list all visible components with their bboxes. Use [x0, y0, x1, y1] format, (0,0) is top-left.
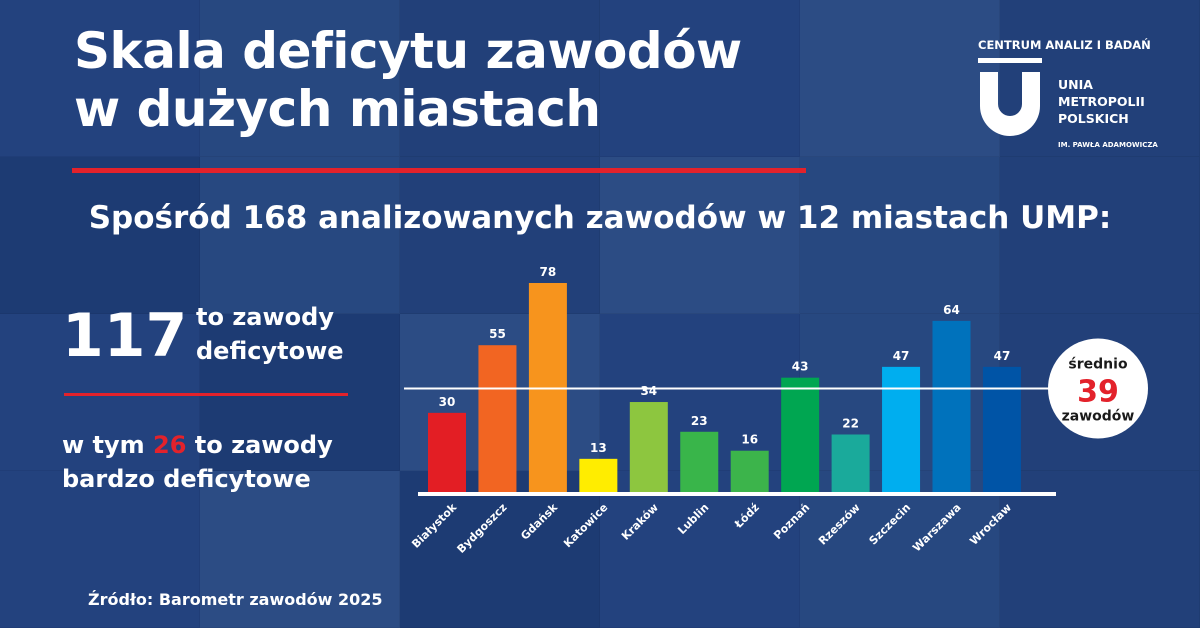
average-badge: średnio 39 zawodów [1048, 338, 1148, 439]
category-tick-label: Poznań [771, 501, 812, 542]
bar-6 [730, 450, 769, 494]
logo-name-line-2: METROPOLII [1058, 94, 1145, 109]
bar-11 [982, 366, 1021, 494]
ump-logo: CENTRUM ANALIZ I BADAŃ UNIA METROPOLII P… [978, 38, 1188, 158]
bar-value-label: 30 [439, 395, 456, 409]
source-note: Źródło: Barometr zawodów 2025 [88, 590, 383, 609]
severe-suffix: to zawody [194, 431, 333, 459]
average-circle [1048, 338, 1148, 439]
bar-value-label: 64 [943, 303, 960, 317]
logo-subtext: IM. PAWŁA ADAMOWICZA [1058, 141, 1158, 149]
bar-3 [579, 458, 618, 494]
logo-u-icon [978, 58, 1042, 136]
bar-0 [428, 412, 466, 494]
bar-value-label: 16 [741, 433, 758, 447]
bar-8 [831, 434, 870, 494]
title-line-1: Skala deficytu zawodów [74, 22, 742, 80]
category-tick-label: Lublin [675, 501, 711, 537]
category-tick-label: Katowice [561, 501, 610, 550]
average-value: 39 [1077, 375, 1119, 410]
category-tick-label: Gdańsk [518, 500, 560, 542]
average-label-top: średnio [1068, 357, 1128, 373]
bar-value-label: 34 [640, 384, 657, 398]
category-tick-label: Warszawa [910, 501, 963, 554]
bar-value-label: 78 [540, 265, 557, 279]
logo-top-text: CENTRUM ANALIZ I BADAŃ [978, 38, 1151, 52]
logo-name-line-1: UNIA [1058, 77, 1093, 92]
bar-4 [629, 402, 668, 494]
shortage-label-line-2: deficytowe [196, 337, 344, 365]
page-title: Skala deficytu zawodów w dużych miastach [74, 22, 774, 138]
title-line-2: w dużych miastach [74, 80, 601, 138]
category-tick-label: Wrocław [967, 501, 1014, 548]
severe-count: 26 [153, 431, 187, 459]
bar-value-label: 43 [792, 360, 809, 374]
severe-prefix: w tym [62, 431, 145, 459]
category-tick-label: Rzeszów [816, 501, 863, 548]
shortage-count: 117 [62, 301, 188, 371]
bars-layer: 30 Białystok 55 Bydgoszcz 78 Gdańsk 13 Katowice… [409, 265, 1021, 556]
category-tick-label: Szczecin [867, 501, 914, 548]
category-tick-label: Bydgoszcz [455, 501, 510, 556]
chart-subtitle: Spośród 168 analizowanych zawodów w 12 m… [88, 200, 1112, 236]
bar-1 [478, 345, 517, 494]
logo-name-line-3: POLSKICH [1058, 111, 1129, 126]
bar-value-label: 23 [691, 414, 708, 428]
severe-line-2: bardzo deficytowe [62, 465, 311, 493]
bar-5 [680, 431, 719, 494]
bar-value-label: 55 [489, 327, 506, 341]
bar-9 [882, 366, 921, 494]
category-tick-label: Kraków [619, 501, 661, 543]
severe-shortage-stat: w tym 26 to zawody bardzo deficytowe [62, 428, 333, 496]
category-tick-label: Łódź [731, 501, 761, 531]
bar-value-label: 47 [994, 349, 1011, 363]
bar-value-label: 47 [893, 349, 910, 363]
average-label-bottom: zawodów [1062, 409, 1135, 425]
category-tick-label: Białystok [409, 500, 459, 550]
bar-value-label: 13 [590, 441, 607, 455]
shortage-label: to zawody deficytowe [196, 300, 344, 368]
bar-value-label: 22 [842, 416, 859, 430]
stats-divider [64, 393, 348, 396]
title-underline [72, 168, 806, 173]
bar-10 [932, 320, 971, 494]
bar-7 [781, 377, 820, 494]
logo-name: UNIA METROPOLII POLSKICH [1058, 76, 1145, 127]
shortage-label-line-1: to zawody [196, 303, 334, 331]
